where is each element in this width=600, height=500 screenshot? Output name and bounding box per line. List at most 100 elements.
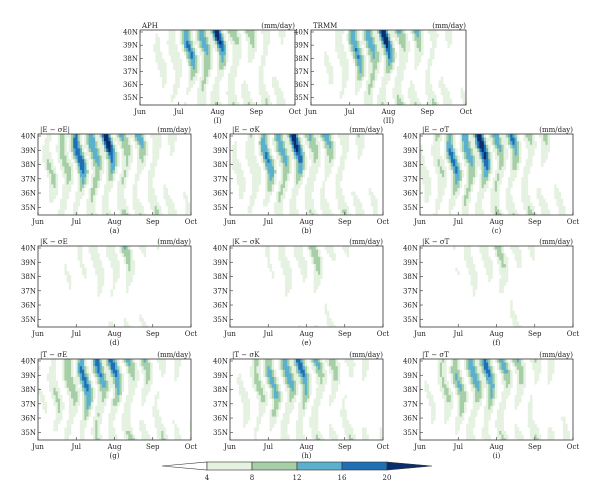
y-tick-label: 35N bbox=[403, 429, 418, 437]
x-tick-label: Sep bbox=[146, 330, 160, 338]
x-tick-label: Jul bbox=[262, 218, 273, 226]
y-tick-label: 37N bbox=[403, 400, 418, 408]
x-tick-label: Oct bbox=[377, 443, 390, 451]
y-tick-label: 39N bbox=[21, 259, 36, 267]
y-tick-label: 40N bbox=[294, 29, 309, 37]
panel-3: 40N 39N 38N 37N 36N 35N Jun Jul Aug Sep Oct |E − σK… bbox=[213, 126, 389, 235]
colorbar-segment bbox=[161, 461, 208, 471]
x-tick-label: Oct bbox=[567, 330, 580, 338]
x-tick-label: Sep bbox=[528, 330, 542, 338]
colorbar-tick-label: 16 bbox=[338, 474, 347, 482]
panel-units: (mm/day) bbox=[349, 126, 383, 134]
y-tick-label: 40N bbox=[213, 133, 228, 141]
x-tick-label: Aug bbox=[298, 218, 314, 226]
y-tick-label: 40N bbox=[213, 245, 228, 253]
panel-6: 40N 39N 38N 37N 36N 35N Jun Jul Aug Sep Oct |K − σK… bbox=[213, 238, 389, 347]
x-tick-label: Jun bbox=[31, 443, 44, 451]
colorbar-tick-label: 4 bbox=[205, 474, 210, 482]
y-tick-label: 38N bbox=[403, 386, 418, 394]
panel-units: (mm/day) bbox=[157, 238, 191, 246]
colorbar-tick-label: 20 bbox=[383, 474, 392, 482]
panel-title: |E − σK bbox=[232, 126, 261, 134]
x-tick-label: Jul bbox=[70, 218, 81, 226]
y-tick-label: 36N bbox=[294, 81, 309, 89]
x-tick-label: Aug bbox=[298, 443, 314, 451]
x-tick-label: Jun bbox=[223, 330, 236, 338]
panel-units: (mm/day) bbox=[349, 238, 383, 246]
panel-label: (e) bbox=[302, 339, 312, 347]
y-tick-label: 40N bbox=[403, 133, 418, 141]
panel-units: (mm/day) bbox=[349, 351, 383, 359]
panel-4: 40N 39N 38N 37N 36N 35N Jun Jul Aug Sep Oct |E − σT… bbox=[403, 126, 579, 235]
y-tick-label: 38N bbox=[21, 273, 36, 281]
y-tick-label: 37N bbox=[21, 175, 36, 183]
y-tick-label: 38N bbox=[294, 55, 309, 63]
panel-0: 40N 39N 38N 37N 36N 35N Jun Jul Aug Sep Oct APH (mm/… bbox=[123, 22, 301, 125]
colorbar-segment bbox=[386, 461, 433, 471]
panel-title: |E − σE| bbox=[40, 126, 70, 134]
x-tick-label: Jun bbox=[413, 330, 426, 338]
precipitation-field bbox=[311, 30, 466, 105]
colorbar-tick-label: 12 bbox=[293, 474, 302, 482]
y-tick-label: 36N bbox=[213, 415, 228, 423]
y-tick-label: 37N bbox=[213, 287, 228, 295]
x-tick-label: Aug bbox=[488, 218, 504, 226]
y-tick-label: 36N bbox=[21, 190, 36, 198]
precipitation-field bbox=[38, 359, 191, 440]
y-tick-label: 39N bbox=[403, 372, 418, 380]
precipitation-field bbox=[420, 359, 573, 440]
x-tick-label: Sep bbox=[421, 108, 435, 116]
y-tick-label: 36N bbox=[403, 190, 418, 198]
y-tick-label: 37N bbox=[403, 287, 418, 295]
panel-2: 40N 39N 38N 37N 36N 35N Jun Jul Aug Sep Oct |E − σE… bbox=[21, 126, 197, 235]
panel-title: APH bbox=[141, 22, 158, 30]
x-tick-label: Oct bbox=[289, 108, 302, 116]
panel-title: |K − σK bbox=[232, 238, 261, 246]
precipitation-field bbox=[230, 246, 383, 327]
x-tick-label: Oct bbox=[567, 443, 580, 451]
panel-label: (a) bbox=[110, 227, 120, 235]
y-tick-label: 35N bbox=[123, 94, 138, 102]
x-tick-label: Oct bbox=[460, 108, 473, 116]
panel-units: (mm/day) bbox=[539, 126, 573, 134]
y-tick-label: 39N bbox=[213, 259, 228, 267]
y-tick-label: 35N bbox=[403, 316, 418, 324]
x-tick-label: Sep bbox=[250, 108, 264, 116]
x-tick-label: Sep bbox=[338, 218, 352, 226]
y-tick-label: 36N bbox=[403, 415, 418, 423]
panel-units: (mm/day) bbox=[539, 351, 573, 359]
panel-label: (i) bbox=[493, 452, 501, 460]
panel-units: (mm/day) bbox=[261, 22, 295, 30]
y-tick-label: 40N bbox=[403, 358, 418, 366]
y-tick-label: 40N bbox=[21, 358, 36, 366]
y-tick-label: 39N bbox=[21, 147, 36, 155]
panel-label: (d) bbox=[110, 339, 120, 347]
y-tick-label: 36N bbox=[403, 302, 418, 310]
y-tick-label: 38N bbox=[123, 55, 138, 63]
panel-units: (mm/day) bbox=[157, 126, 191, 134]
x-tick-label: Aug bbox=[380, 108, 396, 116]
panel-label: (I) bbox=[213, 117, 221, 125]
panel-8: 40N 39N 38N 37N 36N 35N Jun Jul Aug Sep Oct |T − σE… bbox=[21, 351, 197, 460]
x-tick-label: Aug bbox=[488, 330, 504, 338]
y-tick-label: 36N bbox=[213, 302, 228, 310]
panel-title: |K − σT bbox=[422, 238, 450, 246]
panel-units: (mm/day) bbox=[432, 22, 466, 30]
panel-units: (mm/day) bbox=[157, 351, 191, 359]
y-tick-label: 35N bbox=[403, 204, 418, 212]
y-tick-label: 38N bbox=[21, 161, 36, 169]
y-tick-label: 36N bbox=[21, 415, 36, 423]
y-tick-label: 35N bbox=[213, 204, 228, 212]
y-tick-label: 40N bbox=[403, 245, 418, 253]
x-tick-label: Aug bbox=[106, 443, 122, 451]
x-tick-label: Aug bbox=[106, 218, 122, 226]
precipitation-field bbox=[230, 134, 383, 215]
y-tick-label: 37N bbox=[123, 68, 138, 76]
y-tick-label: 37N bbox=[213, 175, 228, 183]
y-tick-label: 35N bbox=[213, 316, 228, 324]
precipitation-field bbox=[38, 134, 191, 215]
x-tick-label: Oct bbox=[185, 443, 198, 451]
x-tick-label: Jun bbox=[223, 443, 236, 451]
x-tick-label: Sep bbox=[146, 218, 160, 226]
colorbar-segment bbox=[206, 461, 253, 471]
